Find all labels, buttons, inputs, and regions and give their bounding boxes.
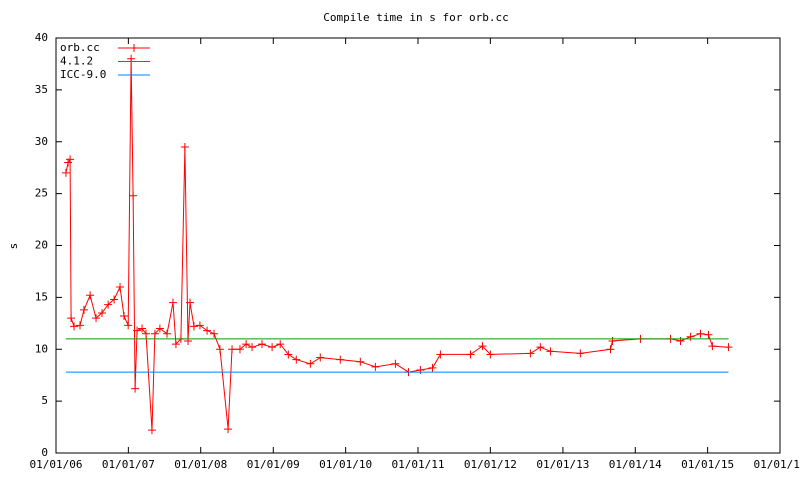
plot-frame (55, 37, 781, 454)
point-marker (189, 322, 198, 331)
point-marker (676, 336, 685, 345)
point-marker (79, 305, 88, 314)
point-marker (171, 340, 180, 349)
point-marker (478, 342, 487, 351)
point-marker (686, 332, 695, 341)
point-marker (110, 295, 119, 304)
point-marker (168, 298, 177, 307)
point-marker (235, 345, 244, 354)
point-marker (276, 340, 285, 349)
point-marker (155, 324, 164, 333)
y-tick-label: 15 (35, 290, 48, 303)
point-marker (215, 345, 224, 354)
point-marker (724, 343, 733, 352)
point-marker (86, 291, 95, 300)
point-marker (97, 308, 106, 317)
point-marker (228, 345, 237, 354)
y-tick-label: 5 (41, 394, 48, 407)
point-marker (606, 345, 615, 354)
y-axis-label: s (7, 243, 20, 250)
point-marker (336, 355, 345, 364)
point-marker (356, 357, 365, 366)
point-marker (70, 322, 79, 331)
point-marker (104, 300, 113, 309)
point-marker (67, 314, 76, 323)
point-marker (186, 298, 195, 307)
point-marker (284, 350, 293, 359)
y-tick-label: 30 (35, 135, 48, 148)
point-marker (184, 336, 193, 345)
x-tick-label: 01/01/06 (30, 458, 83, 471)
point-marker (306, 359, 315, 368)
point-marker (486, 350, 495, 359)
y-tick-label: 20 (35, 239, 48, 252)
point-marker (436, 350, 445, 359)
y-tick-label: 35 (35, 83, 48, 96)
point-marker (391, 359, 400, 368)
point-marker (180, 142, 189, 151)
point-marker (131, 384, 140, 393)
point-marker (428, 363, 437, 372)
point-marker (576, 349, 585, 358)
x-tick-label: 01/01/12 (464, 458, 517, 471)
point-marker (203, 326, 212, 335)
point-marker (242, 340, 251, 349)
y-tick-label: 40 (35, 31, 48, 44)
series-line (65, 58, 729, 431)
point-marker (696, 329, 705, 338)
point-marker (708, 342, 717, 351)
point-marker (92, 314, 101, 323)
point-marker (195, 321, 204, 330)
y-tick-label: 25 (35, 187, 48, 200)
point-marker (129, 191, 138, 200)
point-marker (75, 321, 84, 330)
point-marker (61, 168, 70, 177)
point-marker (124, 321, 133, 330)
point-marker (147, 426, 156, 435)
point-marker (142, 329, 151, 338)
point-marker (66, 155, 75, 164)
point-marker (133, 326, 142, 335)
point-marker (371, 362, 380, 371)
x-tick-label: 01/01/11 (392, 458, 445, 471)
legend-label: 4.1.2 (60, 55, 93, 68)
y-tick-label: 0 (41, 446, 48, 459)
point-marker (704, 330, 713, 339)
point-marker (138, 324, 147, 333)
point-marker (526, 349, 535, 358)
x-tick-label: 01/01/10 (319, 458, 372, 471)
legend-label: orb.cc (60, 41, 100, 54)
point-marker (416, 366, 425, 374)
point-marker (292, 355, 301, 364)
point-marker (466, 350, 475, 359)
point-marker (546, 347, 555, 356)
x-tick-label: 01/01/07 (102, 458, 155, 471)
x-tick-label: 01/01/13 (536, 458, 589, 471)
point-marker (210, 329, 219, 338)
point-marker (608, 336, 617, 345)
point-marker (224, 425, 233, 434)
legend-label: ICC-9.0 (60, 68, 106, 81)
x-tick-label: 01/01/15 (681, 458, 734, 471)
point-marker (119, 312, 128, 321)
point-marker (116, 283, 125, 291)
chart-title: Compile time in s for orb.cc (323, 11, 508, 24)
x-tick-label: 01/01/14 (609, 458, 662, 471)
x-tick-label: 01/01/08 (174, 458, 227, 471)
point-marker (248, 343, 257, 352)
point-marker (150, 329, 159, 338)
point-marker (536, 343, 545, 352)
x-tick-label: 01/01/09 (247, 458, 300, 471)
point-marker (163, 329, 172, 338)
legend-marker (130, 44, 138, 52)
x-tick-label: 01/01/16 (754, 458, 800, 471)
point-marker (316, 353, 325, 362)
point-marker (268, 343, 277, 352)
y-tick-label: 10 (35, 342, 48, 355)
point-marker (257, 340, 266, 349)
